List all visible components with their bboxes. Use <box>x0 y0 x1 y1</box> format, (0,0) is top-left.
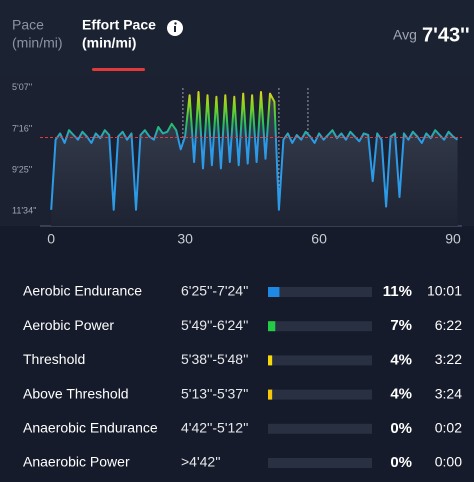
zone-time: 3:22 <box>435 351 462 367</box>
zone-percent: 4% <box>390 386 412 403</box>
x-tick-label: 30 <box>177 231 193 247</box>
x-tick-label: 0 <box>47 231 55 247</box>
zone-time: 0:02 <box>435 420 462 436</box>
zone-time: 0:00 <box>435 454 462 470</box>
avg-value: 7'43'' <box>422 24 470 46</box>
zone-name: Above Threshold <box>23 385 129 401</box>
zone-name: Anaerobic Power <box>23 454 130 470</box>
zone-percent: 11% <box>383 283 412 300</box>
zone-percent: 0% <box>390 454 412 471</box>
tab[interactable]: Effort Pace (min/mi) <box>82 17 156 51</box>
zone-bar <box>268 321 276 332</box>
zone-track <box>268 389 372 400</box>
zone-percent: 7% <box>390 317 412 334</box>
zone-range: >4'42'' <box>181 454 221 470</box>
info-button[interactable] <box>167 20 183 36</box>
avg-label: Avg <box>393 27 417 43</box>
tab[interactable]: Pace (min/mi) <box>12 17 63 51</box>
y-tick-label: 11'34'' <box>12 205 37 215</box>
zone-percent: 0% <box>390 420 412 437</box>
zone-track <box>268 321 372 332</box>
zone-time: 10:01 <box>427 283 462 299</box>
tab-title: Pace <box>12 17 44 33</box>
zone-track <box>268 355 372 366</box>
zone-range: 5'49''-6'24'' <box>181 317 248 333</box>
x-tick-label: 60 <box>311 231 327 247</box>
zone-name: Aerobic Endurance <box>23 283 142 299</box>
zone-name: Threshold <box>23 351 85 367</box>
zone-track <box>268 423 372 434</box>
info-glyph <box>174 26 176 32</box>
area <box>51 92 458 226</box>
zone-range: 4'42''-5'12'' <box>181 420 248 436</box>
tab-indicator <box>92 68 145 71</box>
y-tick-label: 9'25'' <box>12 164 32 174</box>
pace-line <box>50 91 459 211</box>
tab-title: Effort Pace <box>82 17 156 33</box>
y-tick-label: 7'16'' <box>12 123 32 133</box>
zone-percent: 4% <box>390 351 412 368</box>
zone-bar <box>268 355 273 366</box>
y-tick-label: 5'07'' <box>12 82 32 92</box>
x-tick-label: 90 <box>445 231 461 247</box>
info-glyph <box>174 22 177 25</box>
zone-range: 5'13''-5'37'' <box>181 385 248 401</box>
zone-range: 6'25''-7'24'' <box>181 283 248 299</box>
zone-bar <box>268 287 280 297</box>
zone-name: Anaerobic Endurance <box>23 420 158 436</box>
tab-unit: (min/mi) <box>12 35 63 51</box>
zone-name: Aerobic Power <box>23 317 114 333</box>
header <box>0 0 474 76</box>
zone-time: 3:24 <box>435 385 462 401</box>
zone-range: 5'38''-5'48'' <box>181 351 248 367</box>
zone-time: 6:22 <box>435 317 462 333</box>
zone-track <box>268 287 372 297</box>
zone-track <box>268 458 372 468</box>
tab-unit: (min/mi) <box>82 35 136 51</box>
zone-bar <box>268 389 273 400</box>
